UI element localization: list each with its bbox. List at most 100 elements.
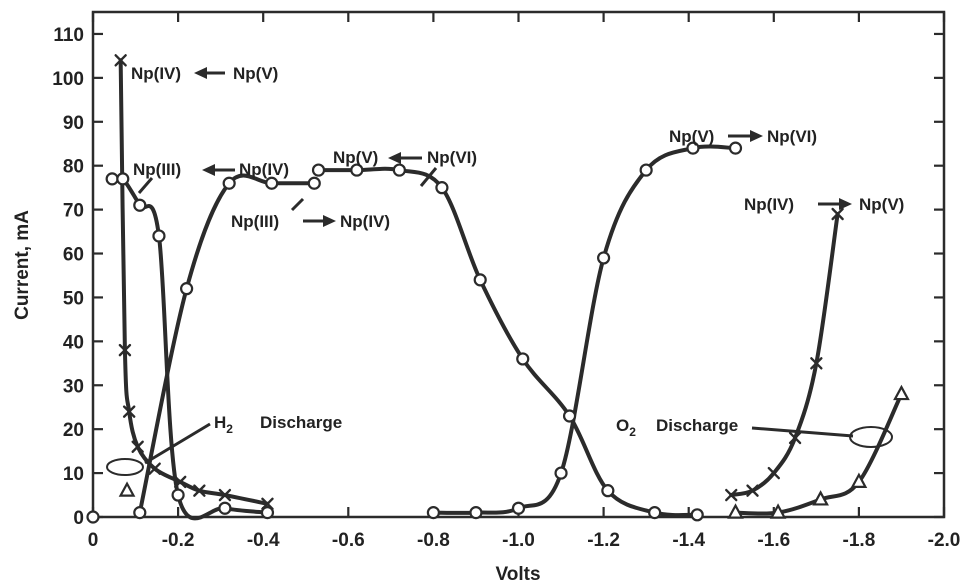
data-point-x: [148, 462, 161, 475]
y-axis-title: Current, mA: [12, 210, 33, 320]
leader-np5-np6-mid: [419, 167, 438, 187]
y-tick-label: 20: [63, 420, 84, 441]
annotation-np4-a: Np(IV): [239, 160, 289, 179]
data-point-x: [118, 343, 132, 357]
annotation-h2-symbol: H2: [214, 413, 233, 436]
x-tick-label: -0.8: [417, 530, 450, 551]
y-tick-label: 100: [52, 69, 84, 90]
leader-h2: [144, 422, 211, 465]
arrowhead-right-1: [323, 215, 336, 227]
data-point-x: [193, 484, 206, 497]
data-point-circle: [686, 141, 700, 155]
x-tick-label: -0.6: [332, 530, 365, 551]
data-point-circle: [311, 163, 326, 177]
annotation-np4-left: Np(IV): [131, 64, 181, 83]
annotation-np4-lower: Np(IV): [340, 212, 390, 231]
data-point-circle: [648, 506, 662, 520]
plot-frame: [91, 10, 946, 519]
x-tick-label: -1.6: [757, 530, 790, 551]
data-point-circle: [180, 282, 194, 296]
arrowhead-left-2: [202, 164, 215, 176]
annotation-np4-right: Np(IV): [744, 195, 794, 214]
data-point-x: [810, 357, 823, 370]
data-point-circle: [728, 141, 743, 155]
annotation-np3-lower: Np(III): [231, 212, 279, 231]
data-point-circle: [562, 409, 577, 423]
x-mark-stroke: [810, 357, 823, 370]
annotation-np5-right: Np(V): [669, 127, 714, 146]
data-point-circle: [435, 181, 449, 195]
o2-ellipse: [849, 426, 893, 448]
x-tick-label: -2.0: [928, 530, 961, 551]
data-point-circle: [596, 251, 611, 265]
x-tick-label: -1.8: [843, 530, 876, 551]
data-point-x: [122, 405, 136, 418]
data-point-x: [218, 488, 232, 502]
data-point-x: [725, 488, 738, 502]
x-mark-stroke: [831, 207, 844, 221]
y-tick-label: 110: [53, 25, 84, 46]
data-point-circle: [473, 273, 487, 287]
leader-np3-np4-lower: [290, 197, 305, 212]
y-tick-labels: 0 10 20 30 40 50 60 70 80 90 100 110: [52, 25, 84, 529]
x-tick-label: -0.2: [162, 530, 195, 551]
annotation-np6-mid: Np(VI): [427, 148, 477, 167]
arrowhead-right-3: [839, 198, 852, 210]
data-point-triangle: [812, 490, 829, 506]
data-point-x: [788, 431, 802, 445]
series-0-line: [118, 58, 270, 506]
x-mark-stroke: [122, 405, 136, 418]
y-tick-label: 80: [63, 157, 84, 178]
series-4-line: [431, 144, 738, 515]
h2-ellipse: [106, 458, 144, 476]
data-point-circle: [601, 484, 615, 498]
y-tick-label: 60: [63, 245, 84, 266]
x-mark-stroke: [767, 466, 780, 480]
annotation-np5-mid: Np(V): [333, 148, 378, 167]
x-tick-label: -1.0: [502, 530, 535, 551]
y-tick-label: 40: [63, 332, 84, 353]
data-point-circle: [639, 163, 653, 177]
series-5-line: [729, 212, 840, 498]
leader-np3-np4: [137, 177, 154, 194]
y-tick-label: 0: [73, 508, 84, 529]
data-point-circle: [152, 229, 166, 243]
data-point-circle: [307, 176, 321, 190]
arrowhead-right-2: [750, 130, 763, 142]
annotation-np3-a: Np(III): [133, 160, 181, 179]
x-mark-stroke: [218, 488, 232, 502]
y-tick-label: 10: [63, 464, 84, 485]
data-point-circle: [469, 506, 483, 520]
data-point-circle: [260, 506, 275, 520]
data-point-triangle: [727, 503, 744, 519]
series-3-line: [316, 166, 700, 518]
data-point-circle: [105, 172, 119, 186]
data-point-circle: [171, 488, 185, 502]
data-point-triangle: [893, 384, 910, 401]
x-mark-stroke: [148, 462, 161, 475]
annotation-h2-discharge: Discharge: [260, 413, 342, 432]
annotation-o2-symbol: O2: [616, 416, 636, 439]
x-axis-title: Volts: [495, 564, 540, 585]
arrowhead-left-1: [194, 67, 207, 79]
data-point-circle: [392, 163, 406, 177]
data-point-triangle: [850, 472, 868, 488]
x-mark-stroke: [174, 475, 187, 489]
x-tick-label: -1.2: [587, 530, 620, 551]
x-mark-stroke: [118, 343, 132, 357]
y-tick-label: 90: [63, 113, 84, 134]
y-tick-label: 70: [63, 201, 84, 222]
data-point-x: [114, 54, 127, 67]
data-point-x: [174, 475, 187, 489]
x-tick-label: -1.4: [672, 530, 705, 551]
y-tick-label: 30: [63, 376, 84, 397]
x-mark-stroke: [114, 54, 127, 67]
data-point-circle: [86, 510, 100, 524]
data-point-x: [746, 484, 759, 497]
data-point-circle: [554, 466, 568, 480]
data-markers: [86, 54, 910, 524]
annotations: Np(IV) Np(V) Np(III) Np(IV) Np(V) Np(VI)…: [106, 64, 904, 476]
axis-ticks: [91, 12, 946, 519]
x-mark-stroke: [193, 484, 206, 497]
